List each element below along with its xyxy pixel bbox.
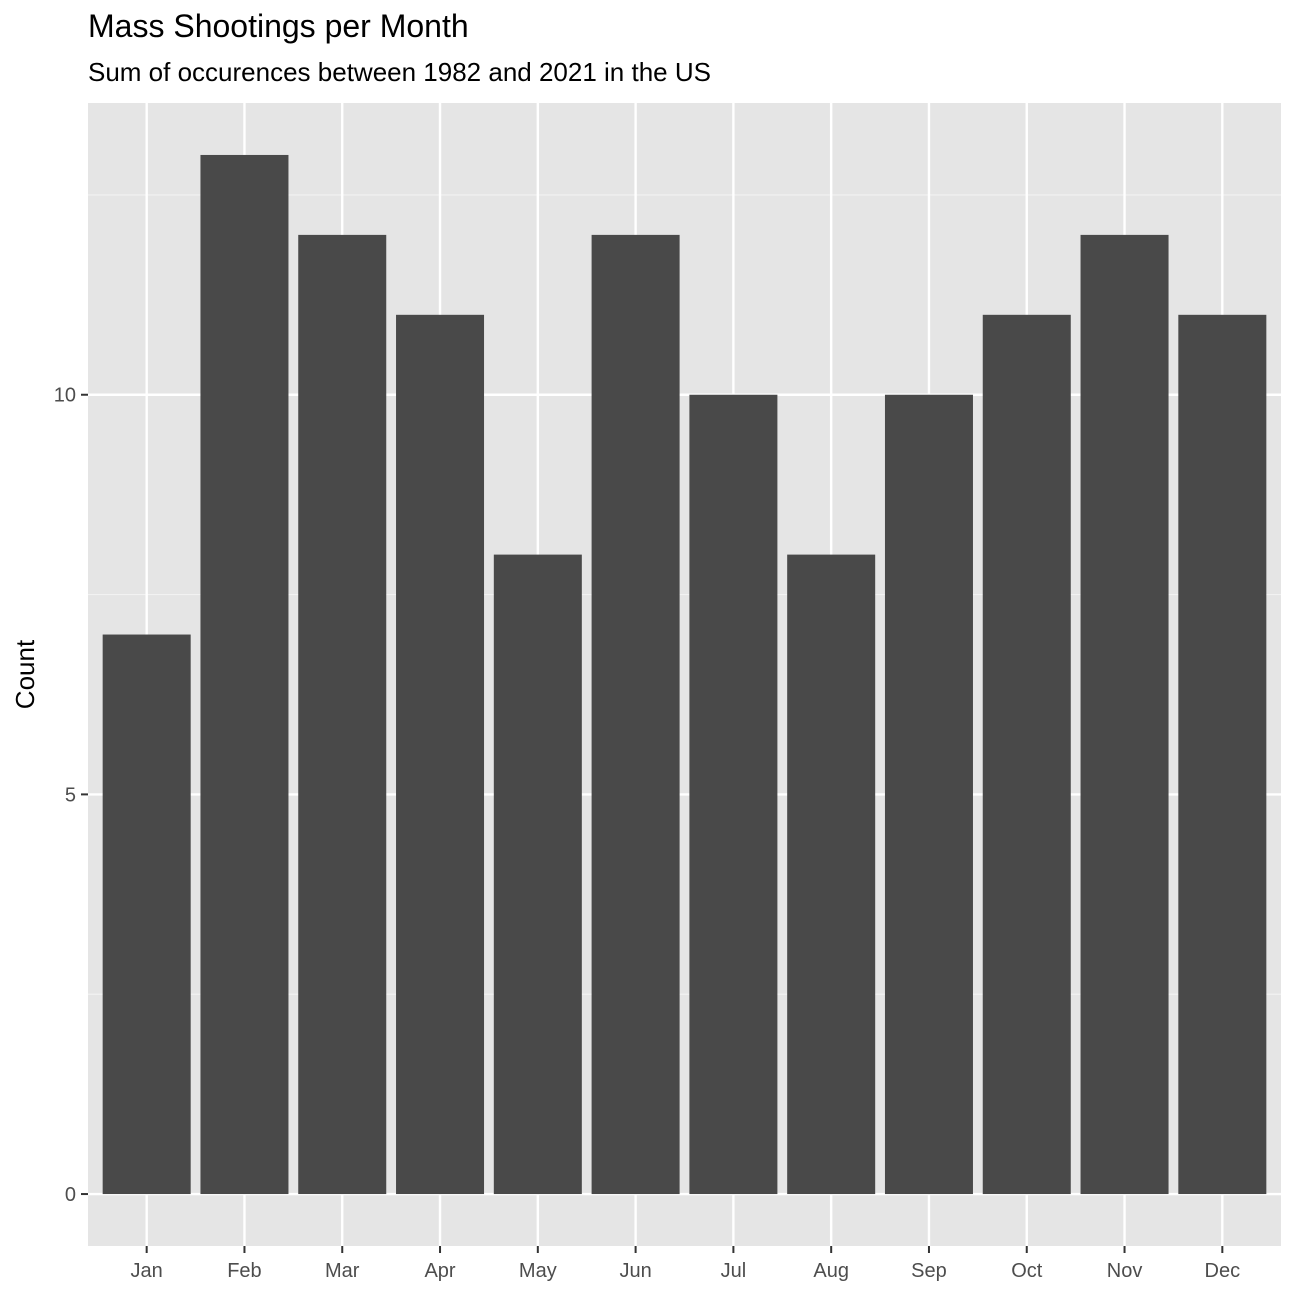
x-axis: Jan Feb Mar Apr May Jun Jul Aug Sep Oct Nov Dec [131,1246,1241,1282]
bar-oct [982,314,1071,1195]
x-tick-label-dec: Dec [1205,1260,1241,1282]
bar-may [493,554,582,1195]
y-tick-label: 0 [65,1184,76,1206]
x-tick-label-nov: Nov [1107,1260,1143,1282]
y-axis: 0 5 10 [54,385,88,1206]
x-tick-label-jun: Jun [619,1260,651,1282]
bar-feb [200,154,289,1195]
bar-mar [298,234,387,1195]
bars [102,154,1267,1195]
bar-jan [102,634,191,1195]
y-tick-label: 10 [54,385,76,407]
chart-subtitle: Sum of occurences between 1982 and 2021 … [88,57,711,87]
x-tick-label-oct: Oct [1011,1260,1043,1282]
x-tick-label-sep: Sep [911,1260,947,1282]
bar-nov [1080,234,1169,1195]
bar-apr [396,314,485,1195]
bar-aug [787,554,876,1195]
bar-jun [591,234,680,1195]
x-tick-label-feb: Feb [227,1260,261,1282]
bar-dec [1178,314,1267,1195]
x-tick-label-mar: Mar [325,1260,360,1282]
x-tick-label-aug: Aug [813,1260,849,1282]
y-tick-label: 5 [65,784,76,806]
x-tick-label-may: May [519,1260,557,1282]
chart-title: Mass Shootings per Month [88,8,469,44]
bar-sep [884,394,973,1195]
x-tick-label-jan: Jan [131,1260,163,1282]
x-tick-label-apr: Apr [424,1260,455,1282]
bar-jul [689,394,778,1195]
x-tick-label-jul: Jul [721,1260,747,1282]
y-axis-title: Count [10,639,40,709]
